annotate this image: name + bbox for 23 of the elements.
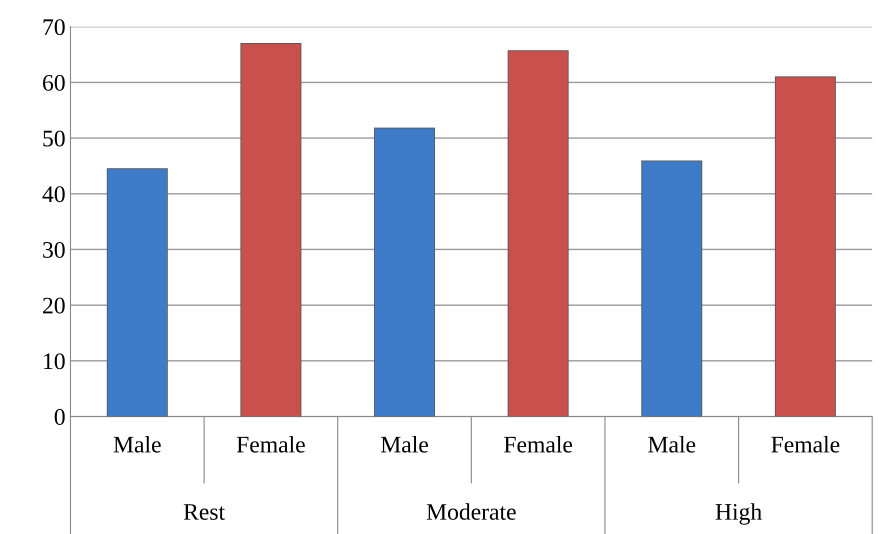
text: High <box>716 503 762 525</box>
x-tick-label: Female <box>771 436 840 453</box>
bar <box>508 50 569 417</box>
y-tick-label: 30 <box>43 242 65 258</box>
y-tick-label: 10 <box>44 353 65 370</box>
text: Moderate <box>426 503 516 520</box>
x-tick-label: Female <box>504 436 572 453</box>
x-tick-label: Male <box>380 436 428 453</box>
bar <box>641 160 702 417</box>
y-tick-label: 0 <box>54 409 65 425</box>
y-tick-label: 40 <box>42 186 65 202</box>
y-tick-label: 50 <box>43 130 65 146</box>
y-tick-label: 70 <box>44 19 65 36</box>
x-tick-label: Male <box>648 436 696 453</box>
bar <box>374 128 436 417</box>
bar <box>240 42 302 417</box>
y-tick-label: 20 <box>43 298 65 314</box>
text: Rest <box>184 504 225 520</box>
x-tick-label: Female <box>236 436 305 453</box>
x-tick-label: Male <box>114 436 161 453</box>
bar <box>774 76 836 417</box>
y-tick-label: 60 <box>43 74 65 91</box>
bar <box>106 168 168 417</box>
